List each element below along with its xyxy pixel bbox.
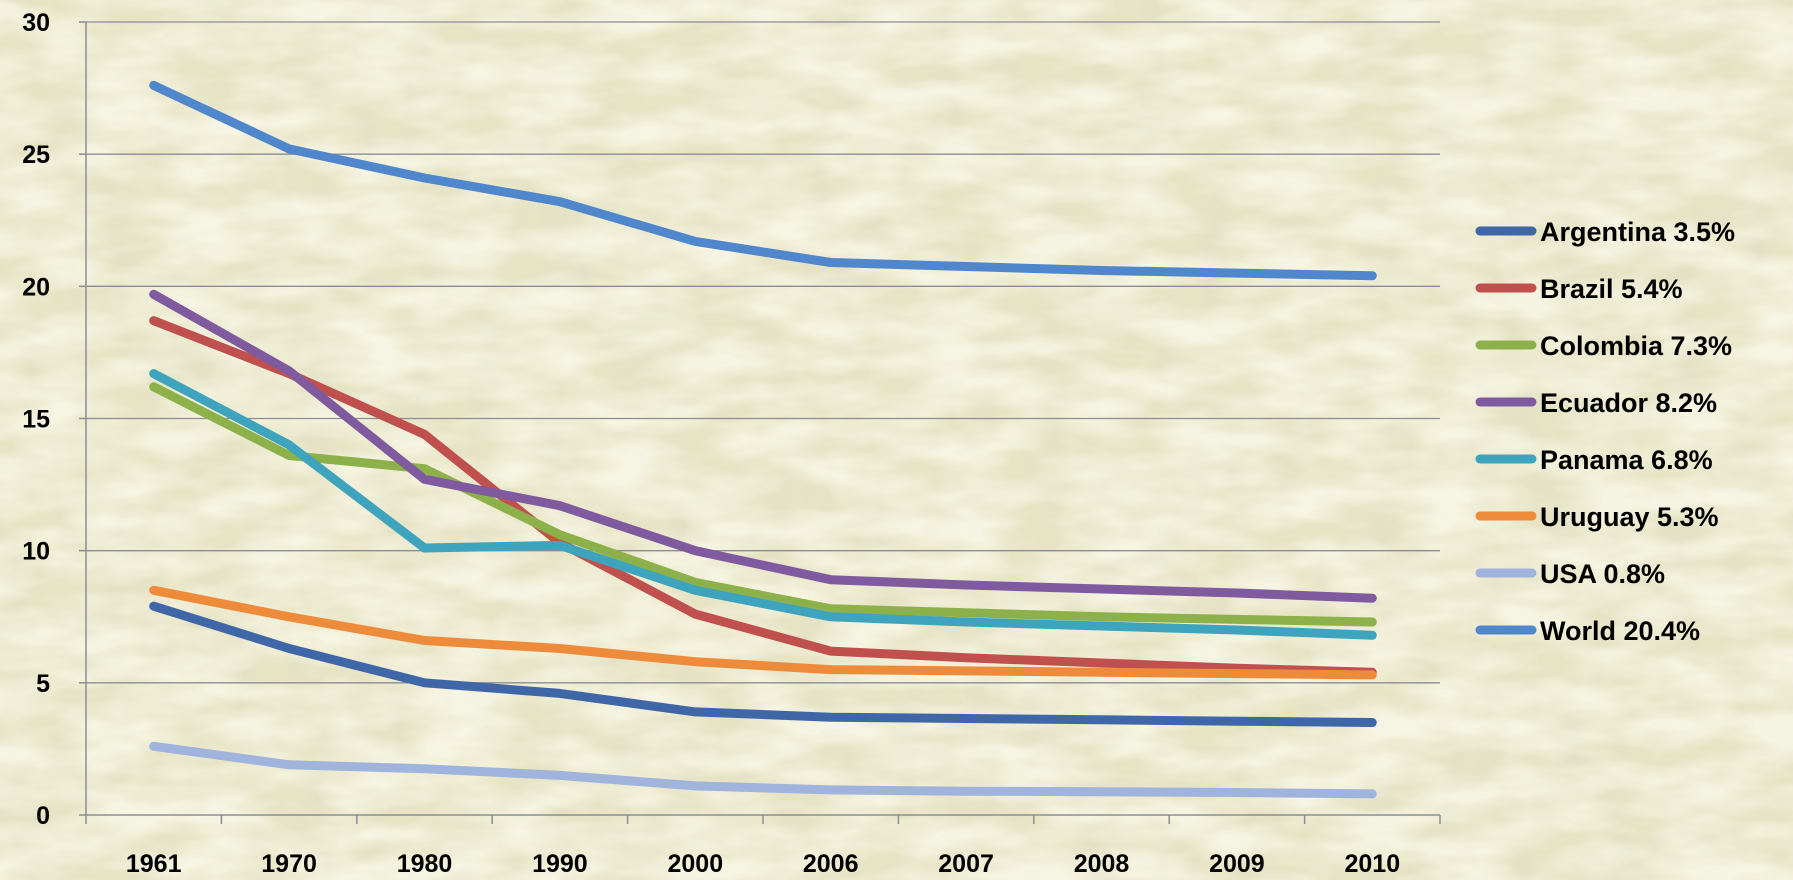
x-tick-label: 2009 [1209,850,1265,878]
legend-label-colombia: Colombia 7.3% [1540,331,1732,361]
series-line-uruguay [149,585,1377,680]
legend-label-argentina: Argentina 3.5% [1540,217,1735,247]
legend-label-ecuador: Ecuador 8.2% [1540,388,1717,418]
series-line-ecuador [149,289,1377,603]
x-tick-label: 1961 [126,850,182,878]
x-tick-label: 2006 [803,850,859,878]
series-lines [149,80,1377,799]
y-tick-label: 5 [36,670,50,698]
x-tick-label: 1970 [261,850,317,878]
x-tick-label: 1990 [532,850,588,878]
series-line-panama [149,369,1377,640]
legend-label-panama: Panama 6.8% [1540,445,1713,475]
y-tick-label: 20 [22,273,50,301]
legend-label-brazil: Brazil 5.4% [1540,274,1683,304]
x-tick-label: 2007 [938,850,994,878]
y-tick-label: 0 [36,802,50,830]
legend: Argentina 3.5% Brazil 5.4% Colombia 7.3% Ec… [1475,217,1735,646]
series-line-world [149,80,1377,281]
y-tick-label: 30 [22,9,50,37]
tick-labels: 0 5 10 15 20 25 30 1961 1970 1980 1990 2000 2006 2007… [22,9,1400,878]
series-line-colombia [149,382,1377,627]
legend-label-uruguay: Uruguay 5.3% [1540,502,1719,532]
y-tick-label: 15 [22,406,50,434]
y-tick-label: 25 [22,141,50,169]
series-line-usa [149,741,1377,799]
legend-label-usa: USA 0.8% [1540,559,1665,589]
x-tick-label: 2010 [1344,850,1400,878]
series-line-argentina [149,601,1377,727]
axes [79,21,1441,824]
x-tick-label: 2008 [1074,850,1130,878]
x-tick-label: 1980 [397,850,453,878]
y-tick-label: 10 [22,538,50,566]
series-line-brazil [149,316,1377,677]
legend-label-world: World 20.4% [1540,616,1700,646]
x-tick-label: 2000 [667,850,723,878]
